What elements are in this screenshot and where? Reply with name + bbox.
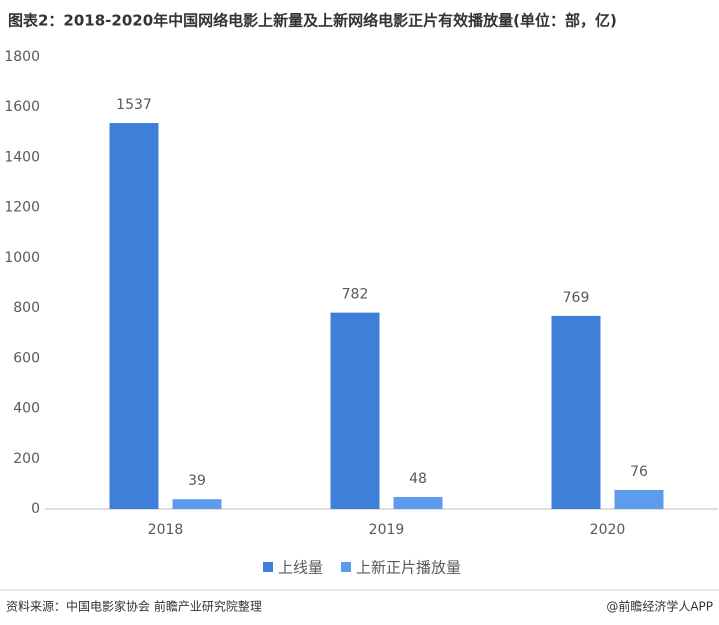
bar: [330, 312, 380, 509]
y-tick-label: 1600: [4, 99, 40, 115]
y-tick-label: 800: [13, 300, 40, 316]
bar: [172, 499, 222, 509]
legend-swatch: [263, 562, 273, 572]
x-tick-label: 2019: [369, 522, 405, 538]
value-label: 1537: [116, 97, 152, 113]
chart-title: 图表2：2018-2020年中国网络电影上新量及上新网络电影正片有效播放量(单位…: [8, 12, 617, 30]
value-label: 782: [342, 287, 369, 303]
bar: [551, 315, 601, 509]
legend-label: 上新正片播放量: [356, 559, 461, 577]
value-label: 39: [188, 473, 206, 489]
y-tick-label: 1200: [4, 200, 40, 216]
bar: [109, 123, 159, 509]
bar: [393, 496, 443, 509]
value-label: 769: [563, 290, 590, 306]
y-tick-label: 200: [13, 451, 40, 467]
y-tick-label: 1800: [4, 49, 40, 65]
y-tick-label: 1000: [4, 250, 40, 266]
legend-label: 上线量: [278, 559, 323, 577]
legend-swatch: [341, 562, 352, 572]
y-tick-label: 600: [13, 350, 40, 366]
y-tick-label: 0: [31, 501, 40, 517]
y-tick-label: 1400: [4, 149, 40, 165]
source-note: 资料来源：中国电影家协会 前瞻产业研究院整理: [6, 599, 262, 614]
y-tick-label: 400: [13, 401, 40, 417]
value-label: 48: [409, 471, 427, 487]
x-tick-label: 2018: [148, 522, 184, 538]
credit: @前瞻经济学人APP: [606, 599, 713, 614]
x-tick-label: 2020: [590, 522, 626, 538]
bar: [614, 489, 664, 509]
value-label: 76: [630, 464, 648, 480]
